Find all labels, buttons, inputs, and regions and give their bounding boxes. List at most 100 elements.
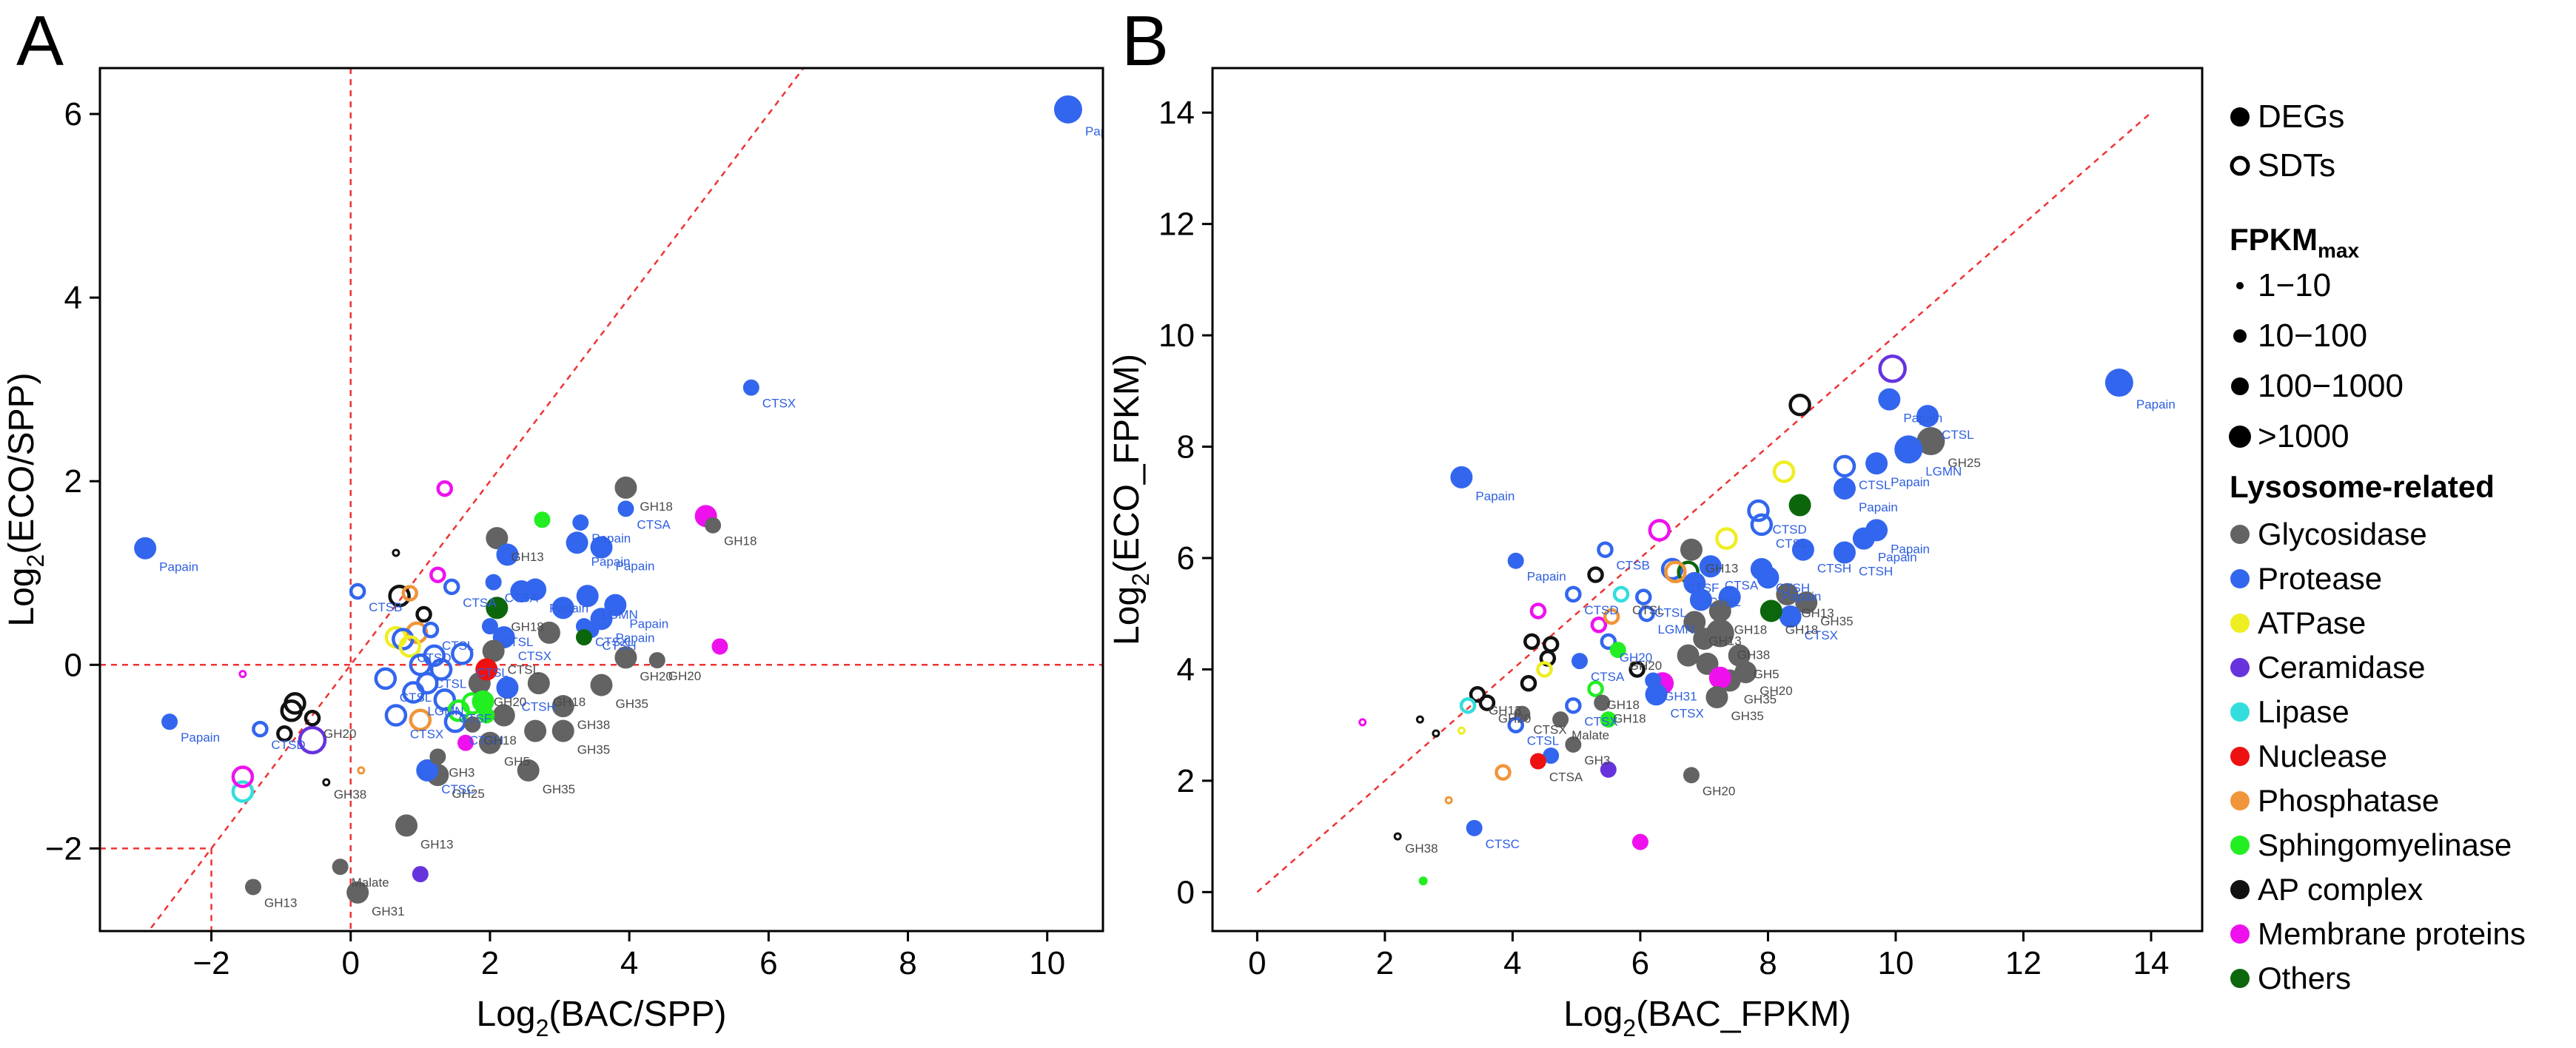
point-label: CTSL <box>400 691 432 705</box>
data-point <box>1878 354 1907 383</box>
data-point <box>1587 680 1604 698</box>
legend-category-label: Membrane proteins <box>2258 916 2526 951</box>
y-tick-label: −2 <box>45 830 82 867</box>
legend-category-label: ATPase <box>2258 605 2366 640</box>
data-point <box>1536 661 1553 678</box>
point-label: LGMN <box>602 608 638 622</box>
data-point <box>1648 519 1671 542</box>
data-point <box>1833 477 1856 500</box>
legend-size-marker <box>2233 329 2247 343</box>
y-tick-label: 8 <box>1177 429 1195 466</box>
point-label: CTSA <box>1549 770 1583 785</box>
point-label: GH5 <box>1754 668 1780 682</box>
data-point <box>443 710 467 733</box>
data-point <box>280 699 303 722</box>
data-point <box>346 881 369 904</box>
point-label: CTSA <box>1591 670 1625 684</box>
x-axis-title-base: Log <box>1563 995 1623 1034</box>
data-point <box>1833 541 1856 564</box>
data-point <box>534 511 551 528</box>
data-point <box>1587 566 1604 583</box>
data-point <box>1393 832 1402 841</box>
data-point <box>1728 644 1751 667</box>
y-tick-label: 6 <box>64 96 82 132</box>
point-label: Papain <box>591 554 631 568</box>
data-point <box>1469 686 1486 703</box>
legend-category-label: AP complex <box>2258 872 2423 907</box>
point-label: GH3 <box>1584 753 1610 767</box>
data-point <box>614 646 637 669</box>
x-axis-title-sub: 2 <box>1623 1015 1636 1041</box>
point-label: CTSA <box>463 596 497 610</box>
data-point <box>1459 697 1477 714</box>
data-point <box>1571 653 1588 670</box>
data-point <box>1747 499 1770 523</box>
point-label: LGMN <box>1925 464 1962 478</box>
data-point <box>1852 527 1875 550</box>
point-label: CTSL <box>508 663 540 677</box>
y-axis-title: Log2(ECO_FPKM) <box>1107 354 1154 645</box>
data-point <box>566 531 588 554</box>
point-label: CTSL <box>1859 478 1891 492</box>
x-tick-label: 14 <box>2133 945 2170 981</box>
data-point <box>551 719 574 742</box>
data-point <box>1603 608 1620 625</box>
point-label: Papain <box>591 531 631 545</box>
point-label: CTSC <box>1486 837 1520 851</box>
data-point <box>392 628 415 651</box>
data-point <box>1708 599 1731 622</box>
point-label: CTSX <box>595 635 628 649</box>
point-label: GH38 <box>1405 842 1438 856</box>
data-point <box>475 658 498 681</box>
point-label: GH38 <box>577 718 610 732</box>
y-tick-label: 0 <box>64 647 82 683</box>
data-point <box>1415 715 1424 724</box>
legend-category-marker <box>2230 569 2250 588</box>
point-label: CTSD <box>1773 523 1807 537</box>
legend-size-label: 1−10 <box>2258 267 2331 303</box>
data-point <box>1757 566 1780 589</box>
legend-size-label: >1000 <box>2258 418 2349 454</box>
x-tick-label: 2 <box>1376 945 1394 981</box>
y-tick-label: 10 <box>1158 318 1195 354</box>
point-label: CTSX <box>1805 628 1838 642</box>
point-label: GH18 <box>1613 712 1646 726</box>
y-axis-title-base: Log <box>2 568 41 627</box>
data-point <box>1466 819 1483 836</box>
data-point <box>1612 585 1630 603</box>
data-point <box>436 480 454 497</box>
y-tick-label: 0 <box>1177 874 1195 910</box>
data-point <box>1683 611 1706 634</box>
point-label: CTSD <box>1584 603 1618 617</box>
point-label: GH25 <box>452 787 484 801</box>
point-label: LGMN <box>1658 622 1694 636</box>
data-point <box>1565 736 1582 753</box>
y-axis-title-base: Log <box>1107 586 1147 645</box>
point-label: CTSL <box>1527 734 1559 748</box>
plot-frame <box>1211 67 2204 933</box>
point-label: GH18 <box>483 733 516 748</box>
data-point <box>575 629 592 646</box>
plot-frame <box>98 67 1104 933</box>
point-label: GH18 <box>1785 622 1818 636</box>
data-point <box>711 638 728 655</box>
x-axis-title: Log2(BAC/SPP) <box>477 995 727 1041</box>
legend-category-marker <box>2230 924 2250 944</box>
x-tick-label: 6 <box>759 945 777 981</box>
data-point <box>451 642 474 665</box>
data-point <box>1779 605 1802 628</box>
y-tick-label: 4 <box>1177 651 1195 688</box>
legend-type-marker <box>2230 155 2250 176</box>
point-label: CTSX <box>518 649 551 663</box>
point-label: CTSX <box>762 397 796 411</box>
legend-category-marker <box>2230 702 2250 722</box>
data-point <box>1788 494 1811 517</box>
point-label: GH20 <box>1703 784 1735 798</box>
data-point <box>1631 833 1648 850</box>
data-point <box>1529 602 1547 619</box>
point-label: CTSX <box>410 728 443 742</box>
data-point <box>1543 748 1560 765</box>
data-point <box>492 704 515 727</box>
point-label: Papain <box>629 617 668 631</box>
point-label: CTSH <box>469 733 503 748</box>
